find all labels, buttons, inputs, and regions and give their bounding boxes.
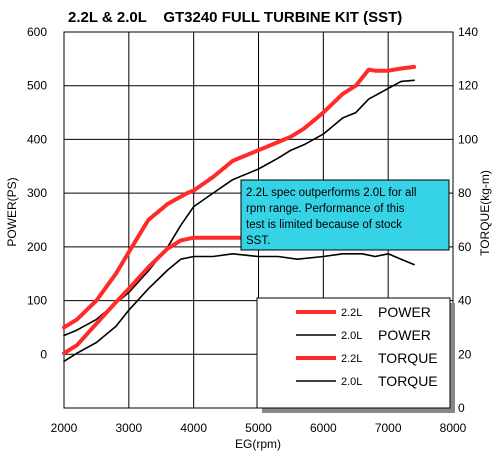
annotation-line: test is limited because of stock	[246, 219, 402, 231]
annotation-line: 2.2L spec outperforms 2.0L for all	[246, 187, 416, 199]
y-right-tick-label: 60	[458, 240, 472, 254]
legend-quantity-label: TORQUE	[378, 350, 438, 366]
series-line-2-2l-power	[62, 64, 417, 330]
y-right-tick-label: 80	[458, 186, 472, 200]
legend: 2.2L POWER 2.0L POWER 2.2L TORQUE 2.0L TORQUE	[256, 297, 455, 413]
y-right-tick-label: 120	[458, 79, 478, 93]
series-line-2-0l-torque	[63, 253, 415, 363]
y-right-tick-label: 100	[458, 132, 478, 146]
x-tick-label: 5000	[245, 421, 272, 435]
y-left-tick-label: 600	[27, 25, 47, 39]
legend-engine-label: 2.0L	[341, 330, 362, 342]
annotation-line: SST.	[246, 235, 270, 247]
y-right-tick-label: 20	[458, 347, 472, 361]
x-tick-label: 7000	[375, 421, 402, 435]
series-group	[62, 64, 417, 363]
y-left-tick-label: 200	[27, 240, 47, 254]
x-tick-label: 4000	[180, 421, 207, 435]
x-tick-label: 2000	[51, 421, 78, 435]
annotation-background	[240, 179, 450, 251]
legend-engine-label: 2.0L	[341, 376, 362, 388]
chart-title: 2.2L & 2.0L GT3240 FULL TURBINE KIT (SST…	[68, 9, 402, 26]
y-left-tick-label: 400	[27, 132, 47, 146]
y-left-tick-label: 300	[27, 186, 47, 200]
annotation-line: rpm range. Performance of this	[246, 203, 405, 215]
y-right-tick-label: 40	[458, 294, 472, 308]
y-axis-right-label: TORQUE(kg-m)	[478, 170, 492, 256]
y-right-tick-label: 140	[458, 25, 478, 39]
legend-quantity-label: POWER	[378, 327, 431, 343]
y-left-tick-label: 100	[27, 294, 47, 308]
legend-engine-label: 2.2L	[341, 307, 362, 319]
legend-box	[256, 297, 451, 409]
y-left-tick-label: 500	[27, 79, 47, 93]
legend-engine-label: 2.2L	[341, 353, 362, 365]
tick-labels: 2000 3000 4000 5000 6000 7000 8000010020030040…	[27, 25, 478, 435]
legend-items: 2.2L POWER 2.0L POWER 2.2L TORQUE 2.0L TORQUE	[296, 304, 438, 389]
x-axis-label: EG(rpm)	[235, 437, 281, 451]
y-axis-left-label: POWER(PS)	[5, 177, 19, 246]
y-left-tick-label: 0	[40, 347, 47, 361]
x-tick-label: 6000	[310, 421, 337, 435]
x-tick-label: 8000	[440, 421, 467, 435]
annotation-box: 2.2L spec outperforms 2.0L for all rpm r…	[240, 179, 450, 251]
x-tick-label: 3000	[115, 421, 142, 435]
legend-quantity-label: POWER	[378, 304, 431, 320]
y-right-tick-label: 0	[458, 401, 465, 415]
legend-quantity-label: TORQUE	[378, 373, 438, 389]
